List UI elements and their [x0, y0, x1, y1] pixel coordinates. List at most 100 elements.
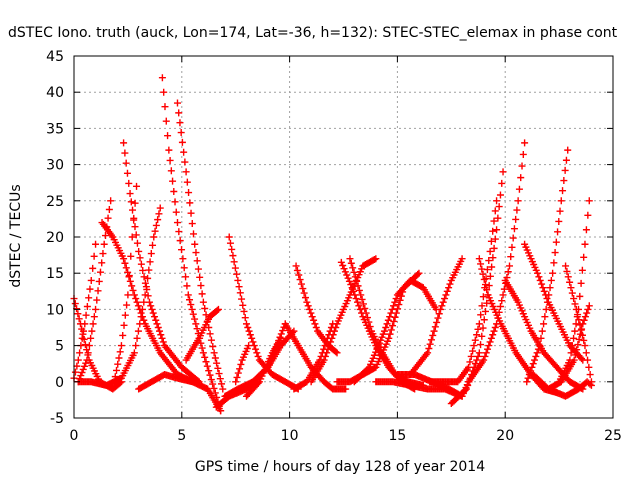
- data-point: [90, 252, 98, 260]
- data-point: [71, 300, 79, 308]
- data-point: [254, 352, 262, 360]
- data-point: [471, 336, 479, 344]
- data-point: [234, 276, 242, 284]
- data-point: [518, 162, 526, 170]
- data-point: [209, 343, 217, 351]
- x-tick-label: 10: [281, 428, 299, 444]
- data-point: [365, 318, 373, 326]
- data-point: [151, 227, 159, 235]
- data-point: [557, 197, 565, 205]
- data-point: [349, 264, 357, 272]
- data-point: [127, 252, 135, 260]
- data-point: [202, 358, 210, 366]
- data-point: [183, 282, 191, 290]
- data-point: [241, 314, 249, 322]
- data-point: [248, 334, 256, 342]
- data-series-22: [333, 269, 423, 386]
- data-point: [154, 324, 162, 331]
- data-point: [299, 285, 307, 293]
- y-tick-label: 25: [46, 194, 64, 210]
- data-point: [85, 294, 93, 302]
- data-point: [186, 296, 194, 304]
- data-point: [166, 156, 174, 164]
- data-point: [133, 334, 141, 342]
- data-point: [387, 326, 395, 334]
- data-point: [475, 255, 483, 263]
- data-point: [150, 313, 158, 321]
- data-point: [353, 277, 361, 285]
- data-point: [246, 331, 254, 339]
- data-point: [96, 268, 104, 276]
- data-point: [576, 292, 584, 300]
- data-point: [585, 302, 593, 310]
- data-point: [584, 211, 592, 219]
- data-point: [443, 287, 451, 295]
- data-point: [371, 364, 379, 372]
- data-point: [519, 150, 527, 158]
- data-point: [295, 271, 303, 279]
- data-point: [154, 216, 162, 224]
- data-point: [339, 262, 347, 270]
- data-point: [73, 362, 81, 370]
- data-point: [92, 305, 100, 313]
- data-point: [438, 302, 446, 310]
- data-point: [384, 316, 392, 324]
- data-point: [253, 349, 261, 357]
- data-point: [137, 313, 145, 321]
- data-point: [424, 349, 432, 357]
- data-point: [354, 282, 362, 290]
- data-point: [123, 301, 131, 309]
- data-point: [485, 342, 493, 350]
- data-point: [182, 168, 190, 176]
- data-point: [349, 287, 357, 295]
- data-point: [141, 279, 149, 287]
- data-point: [480, 316, 488, 324]
- data-point: [490, 327, 498, 335]
- data-series-8: [173, 99, 227, 393]
- data-point: [312, 324, 320, 331]
- y-axis-label: dSTEC / TECUs: [8, 184, 24, 287]
- data-point: [198, 344, 206, 352]
- data-point: [348, 284, 356, 292]
- data-point: [386, 313, 394, 321]
- data-series-14: [221, 327, 298, 400]
- data-point: [240, 307, 248, 315]
- data-point: [92, 240, 100, 248]
- data-point: [462, 385, 470, 393]
- data-point: [147, 302, 155, 310]
- data-point: [524, 374, 532, 382]
- data-point: [307, 309, 315, 317]
- data-point: [323, 349, 331, 357]
- data-point: [425, 344, 433, 352]
- data-point: [122, 264, 130, 272]
- data-point: [541, 313, 549, 321]
- data-point: [180, 264, 188, 272]
- data-point: [332, 348, 340, 356]
- data-point: [144, 274, 152, 282]
- data-point: [534, 345, 542, 353]
- data-point: [385, 334, 393, 342]
- data-series-33: [523, 146, 572, 386]
- data-point: [83, 303, 91, 311]
- data-point: [178, 246, 186, 254]
- data-point: [121, 311, 129, 319]
- data-point: [300, 289, 308, 297]
- data-point: [146, 258, 154, 266]
- data-point: [130, 216, 138, 224]
- data-point: [578, 266, 586, 274]
- data-point: [357, 291, 365, 299]
- data-point: [324, 345, 332, 353]
- y-tick-label: 30: [46, 158, 64, 174]
- data-point: [78, 334, 86, 342]
- data-point: [76, 349, 84, 357]
- data-point: [489, 331, 497, 339]
- data-point: [574, 311, 582, 319]
- data-point: [184, 291, 192, 299]
- data-point: [346, 255, 354, 263]
- data-point: [499, 168, 507, 176]
- data-point: [207, 376, 215, 384]
- data-point: [218, 380, 226, 388]
- data-point: [296, 276, 304, 284]
- data-point: [498, 179, 506, 187]
- data-point: [192, 249, 200, 257]
